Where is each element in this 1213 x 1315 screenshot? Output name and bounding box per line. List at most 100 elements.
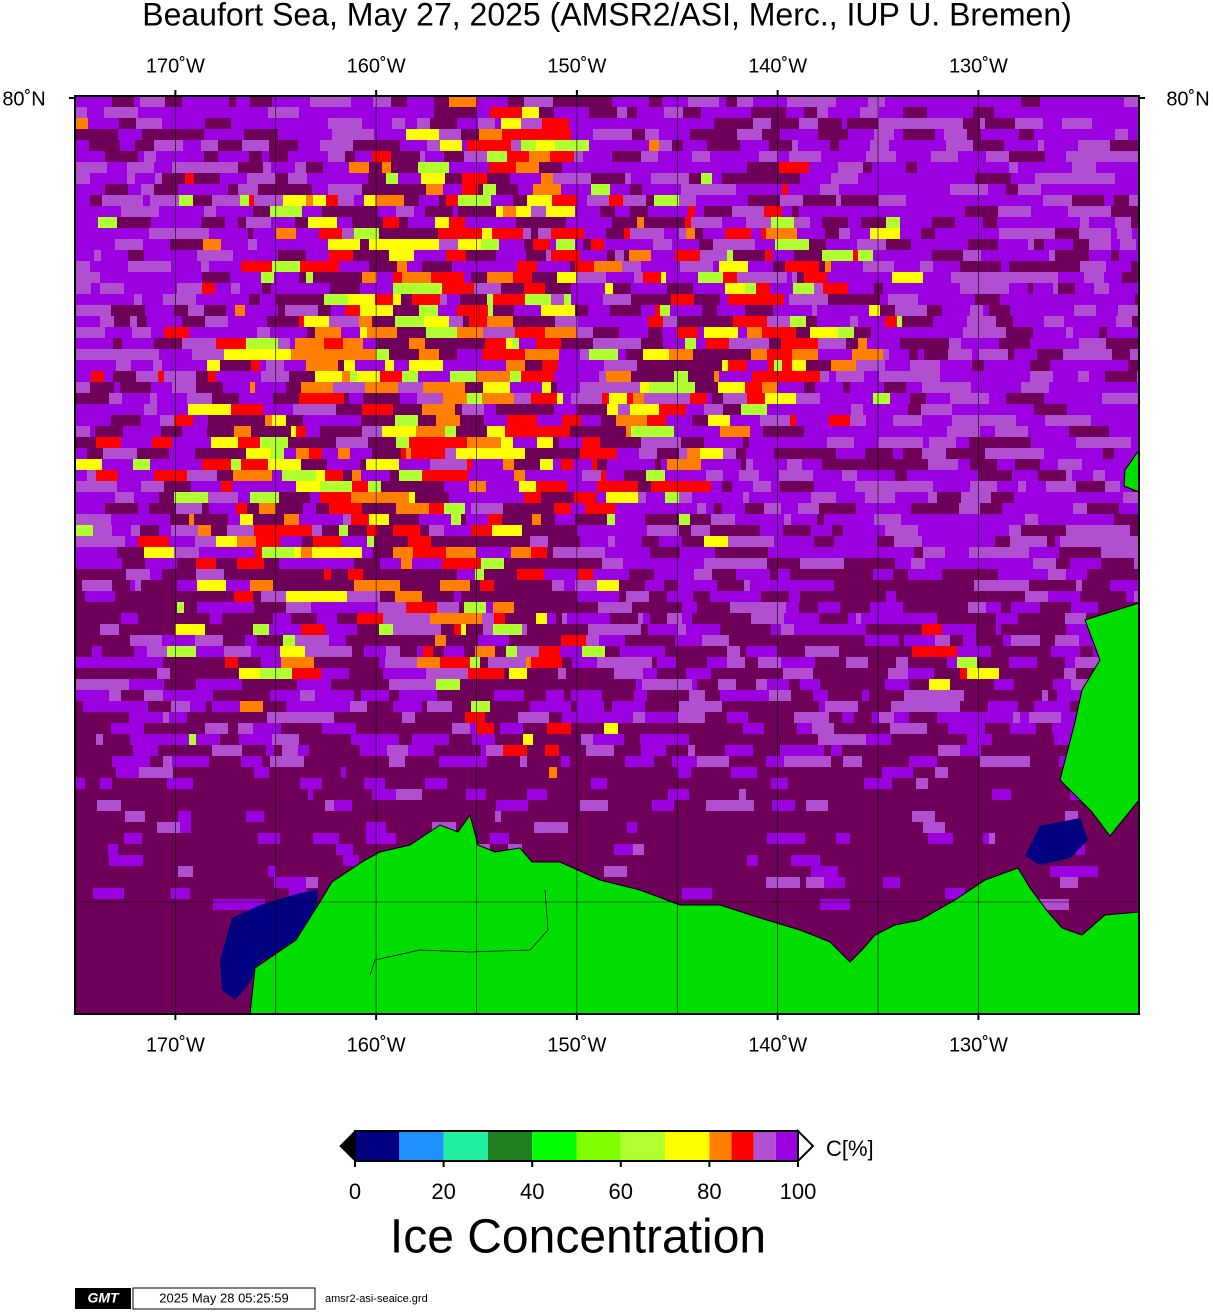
ice-cell [320, 481, 352, 492]
ice-cell [475, 646, 495, 657]
ice-cell [299, 514, 323, 525]
ice-cell [177, 580, 197, 591]
ice-cell [454, 591, 461, 602]
ice-cell [351, 96, 373, 107]
ice-cell [665, 492, 679, 503]
ice-cell [224, 646, 251, 657]
ice-cell [711, 514, 735, 525]
ice-cell [1033, 569, 1048, 580]
ice-cell [1034, 701, 1042, 712]
ice-cell [201, 140, 218, 151]
ice-cell [980, 756, 1013, 767]
ice-cell [643, 272, 661, 283]
ice-cell [562, 613, 567, 624]
ice-cell [1058, 96, 1063, 107]
ice-cell [582, 470, 590, 481]
ice-cell [199, 547, 223, 558]
ice-cell [885, 525, 918, 536]
ice-cell [972, 162, 981, 173]
ice-cell [75, 272, 100, 283]
ice-cell [197, 250, 208, 261]
ice-cell [1057, 690, 1090, 701]
ice-cell [927, 327, 935, 338]
ice-cell [810, 217, 817, 228]
ice-cell [866, 415, 893, 426]
ice-cell [718, 107, 751, 118]
ice-cell [664, 228, 679, 239]
ice-cell [986, 151, 1009, 162]
ice-cell [1010, 305, 1042, 316]
ice-cell [870, 228, 900, 239]
ice-cell [550, 151, 574, 162]
ice-cell [820, 371, 829, 382]
ice-cell [136, 349, 144, 360]
ice-cell [205, 316, 228, 327]
ice-cell [476, 492, 508, 503]
ice-cell [341, 767, 346, 778]
ice-cell [516, 206, 531, 217]
ice-cell [1008, 547, 1029, 558]
ice-cell [636, 679, 642, 690]
ice-cell [517, 646, 539, 657]
ice-cell [853, 250, 858, 261]
ice-cell [906, 195, 928, 206]
ice-cell [408, 668, 426, 679]
ice-cell [864, 371, 879, 382]
ice-cell [555, 514, 575, 525]
ice-cell [387, 745, 408, 756]
ice-cell [465, 503, 471, 514]
ice-cell [827, 437, 854, 448]
ice-cell [879, 481, 912, 492]
ice-cell [313, 250, 329, 261]
ice-cell [141, 393, 150, 404]
ice-cell [257, 239, 275, 250]
ice-cell [763, 569, 770, 580]
ice-cell [734, 470, 739, 481]
ice-cell [878, 195, 906, 206]
ice-cell [580, 349, 589, 360]
ice-cell [871, 525, 879, 536]
ice-cell [372, 789, 396, 800]
ice-cell [542, 382, 551, 393]
ice-cell [75, 382, 90, 393]
ice-cell [928, 613, 937, 624]
ice-cell [536, 140, 555, 151]
ice-cell [479, 140, 498, 151]
ice-cell [756, 283, 770, 294]
ice-cell [347, 591, 380, 602]
ice-cell [542, 118, 569, 129]
ice-cell [189, 327, 196, 338]
ice-cell [524, 492, 541, 503]
ice-cell [883, 877, 900, 888]
ice-cell [361, 690, 389, 701]
ice-cell [1044, 393, 1060, 404]
ice-cell [462, 184, 478, 195]
ice-cell [439, 459, 467, 470]
ice-cell [537, 261, 570, 272]
ice-cell [164, 371, 196, 382]
ice-cell [970, 481, 985, 492]
ice-cell [800, 173, 810, 184]
ice-cell [490, 833, 509, 844]
ice-cell [909, 756, 927, 767]
ice-cell [587, 712, 616, 723]
ice-cell [755, 426, 763, 437]
ice-cell [213, 899, 238, 910]
ice-cell [730, 415, 760, 426]
ice-cell [385, 360, 394, 371]
ice-cell [417, 657, 434, 668]
ice-cell [284, 239, 309, 250]
ice-cell [379, 624, 393, 635]
ice-cell [562, 712, 587, 723]
ice-cell [607, 404, 618, 415]
ice-cell [619, 327, 648, 338]
ice-cell [267, 712, 300, 723]
ice-cell [1029, 547, 1059, 558]
ice-cell [985, 448, 1015, 459]
ice-cell [579, 503, 585, 514]
ice-cell [334, 800, 352, 811]
ice-cell [557, 393, 563, 404]
ice-cell [1068, 503, 1073, 514]
ice-cell [679, 195, 696, 206]
ice-cell [263, 162, 271, 173]
